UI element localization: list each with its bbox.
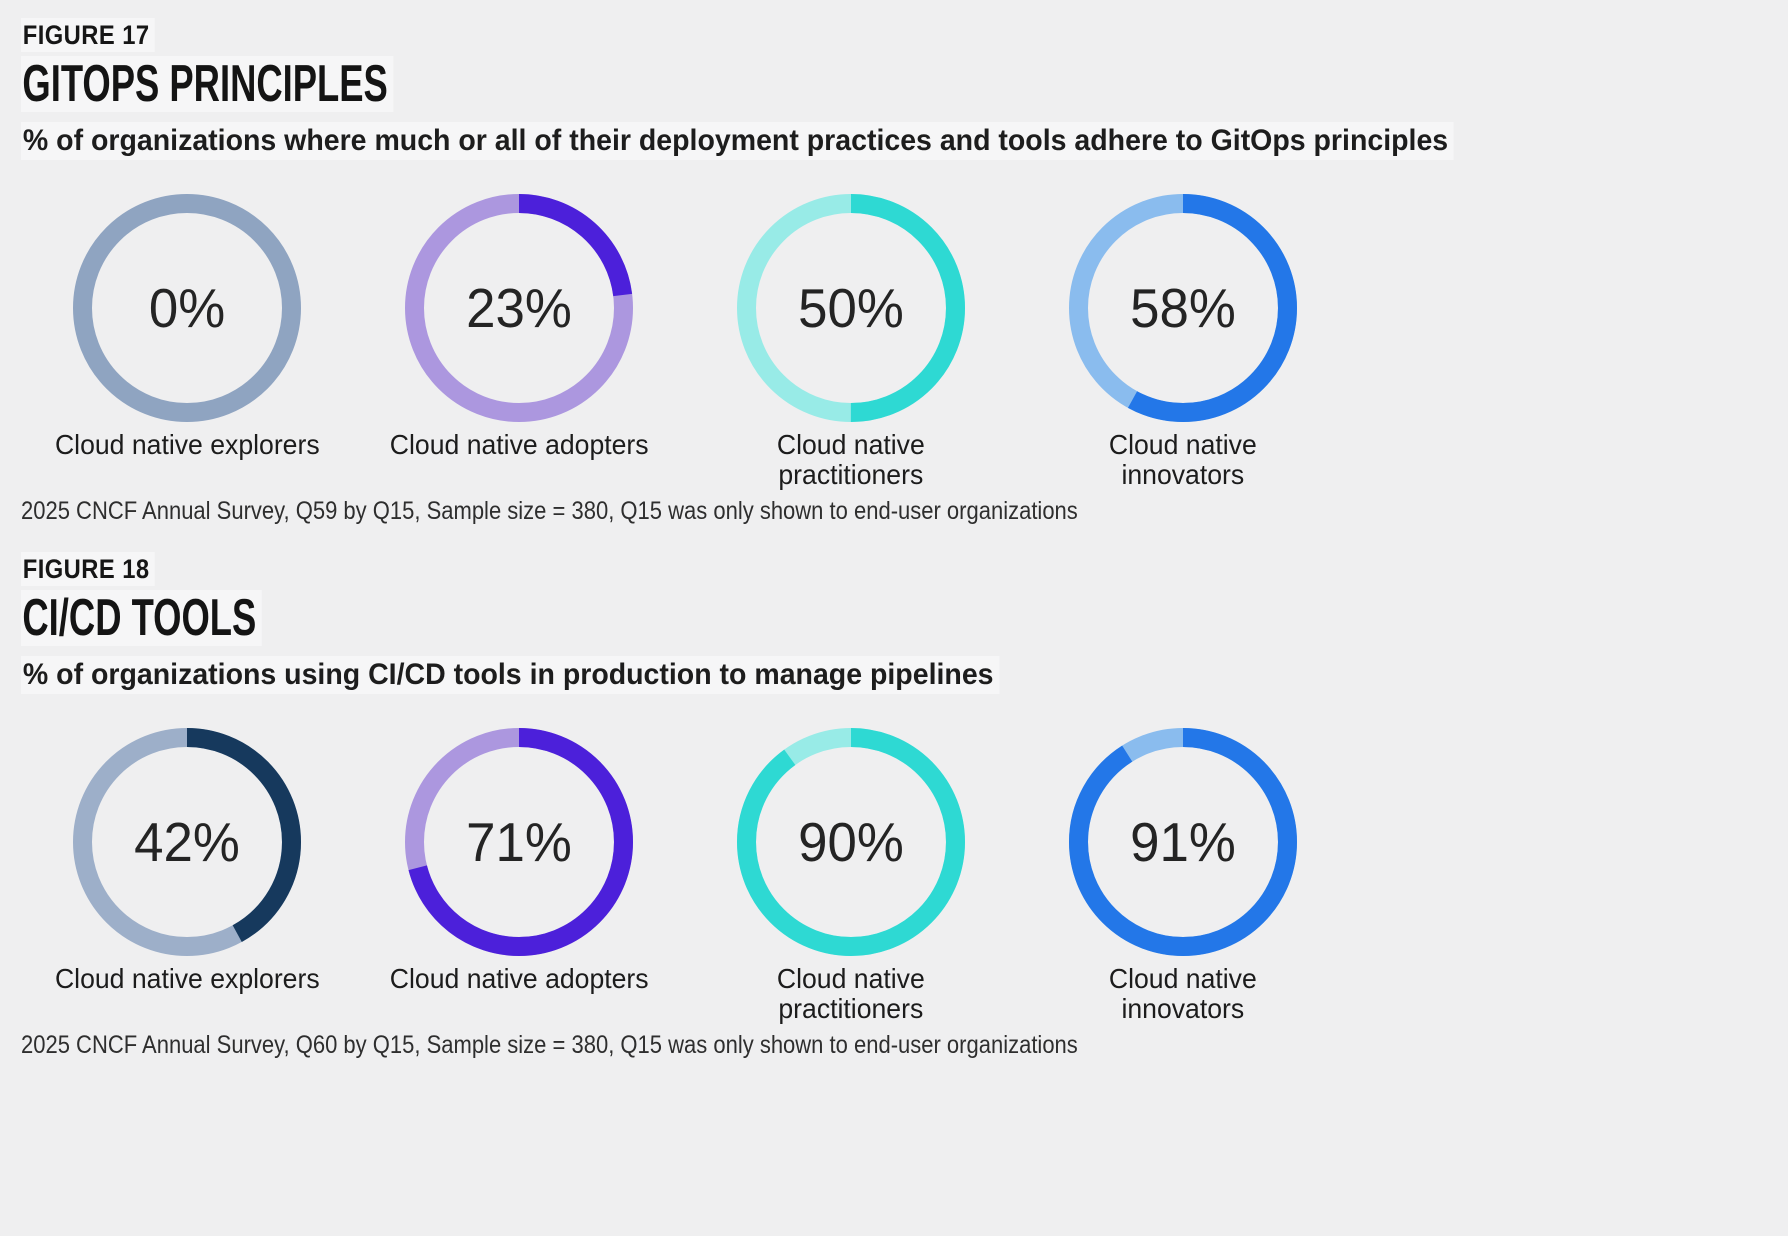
figure-17-gitops-principles: FIGURE 17 GITOPS PRINCIPLES % of organiz… bbox=[21, 18, 1768, 526]
donut-chart-practitioners: 50% Cloud native practitioners bbox=[685, 194, 1017, 490]
donut-ring-svg bbox=[1069, 728, 1297, 956]
donut-ring-practitioners: 90% bbox=[737, 728, 965, 956]
infographic-page: FIGURE 17 GITOPS PRINCIPLES % of organiz… bbox=[21, 18, 1768, 1060]
figure-18-footnote: 2025 CNCF Annual Survey, Q60 by Q15, Sam… bbox=[21, 1031, 1078, 1059]
donut-ring-svg bbox=[73, 728, 301, 956]
donut-ring-svg bbox=[73, 194, 301, 422]
figure-17-footnote: 2025 CNCF Annual Survey, Q59 by Q15, Sam… bbox=[21, 497, 1078, 525]
figure-18-cicd-tools: FIGURE 18 CI/CD TOOLS % of organizations… bbox=[21, 552, 1768, 1060]
donut-category-label: Cloud native explorers bbox=[54, 963, 320, 994]
donut-ring-explorers: 42% bbox=[73, 728, 301, 956]
donut-category-label: Cloud native practitioners bbox=[777, 429, 925, 490]
donut-ring-adopters: 71% bbox=[405, 728, 633, 956]
donut-category-label: Cloud native explorers bbox=[54, 429, 320, 460]
donut-value-label: 58% bbox=[1130, 277, 1236, 339]
donut-value-label: 42% bbox=[134, 811, 240, 873]
donut-value-label: 0% bbox=[148, 277, 226, 339]
donut-category-label: Cloud native innovators bbox=[1109, 963, 1257, 1024]
figure-18-donut-row: 42% Cloud native explorers 71% Cloud nat… bbox=[21, 728, 1768, 1024]
figure-17-donut-row: 0% Cloud native explorers 23% Cloud nati… bbox=[21, 194, 1768, 490]
donut-category-label: Cloud native innovators bbox=[1109, 429, 1257, 490]
donut-chart-adopters: 23% Cloud native adopters bbox=[353, 194, 685, 490]
donut-ring-svg bbox=[737, 194, 965, 422]
figure-17-label: FIGURE 17 bbox=[21, 18, 155, 52]
donut-chart-practitioners: 90% Cloud native practitioners bbox=[685, 728, 1017, 1024]
donut-ring-practitioners: 50% bbox=[737, 194, 965, 422]
donut-value-label: 71% bbox=[466, 811, 572, 873]
donut-value-label: 50% bbox=[798, 277, 904, 339]
donut-ring-svg bbox=[1069, 194, 1297, 422]
figure-18-title: CI/CD TOOLS bbox=[21, 590, 1768, 646]
donut-ring-svg bbox=[737, 728, 965, 956]
donut-ring-adopters: 23% bbox=[405, 194, 633, 422]
donut-value-label: 90% bbox=[798, 811, 904, 873]
figure-18-label: FIGURE 18 bbox=[21, 552, 155, 586]
donut-value-label: 91% bbox=[1130, 811, 1236, 873]
figure-18-subtitle: % of organizations using CI/CD tools in … bbox=[21, 656, 1768, 694]
donut-value-label: 23% bbox=[466, 277, 572, 339]
donut-category-label: Cloud native practitioners bbox=[777, 963, 925, 1024]
figure-17-title: GITOPS PRINCIPLES bbox=[21, 56, 1768, 112]
donut-ring-innovators: 91% bbox=[1069, 728, 1297, 956]
donut-category-label: Cloud native adopters bbox=[389, 429, 649, 460]
donut-chart-innovators: 58% Cloud native innovators bbox=[1017, 194, 1349, 490]
donut-ring-explorers: 0% bbox=[73, 194, 301, 422]
donut-ring-svg bbox=[405, 728, 633, 956]
donut-ring-svg bbox=[405, 194, 633, 422]
donut-chart-adopters: 71% Cloud native adopters bbox=[353, 728, 685, 1024]
donut-chart-explorers: 0% Cloud native explorers bbox=[21, 194, 353, 490]
donut-category-label: Cloud native adopters bbox=[389, 963, 649, 994]
donut-ring-innovators: 58% bbox=[1069, 194, 1297, 422]
figure-17-subtitle: % of organizations where much or all of … bbox=[21, 122, 1768, 160]
donut-chart-explorers: 42% Cloud native explorers bbox=[21, 728, 353, 1024]
donut-chart-innovators: 91% Cloud native innovators bbox=[1017, 728, 1349, 1024]
